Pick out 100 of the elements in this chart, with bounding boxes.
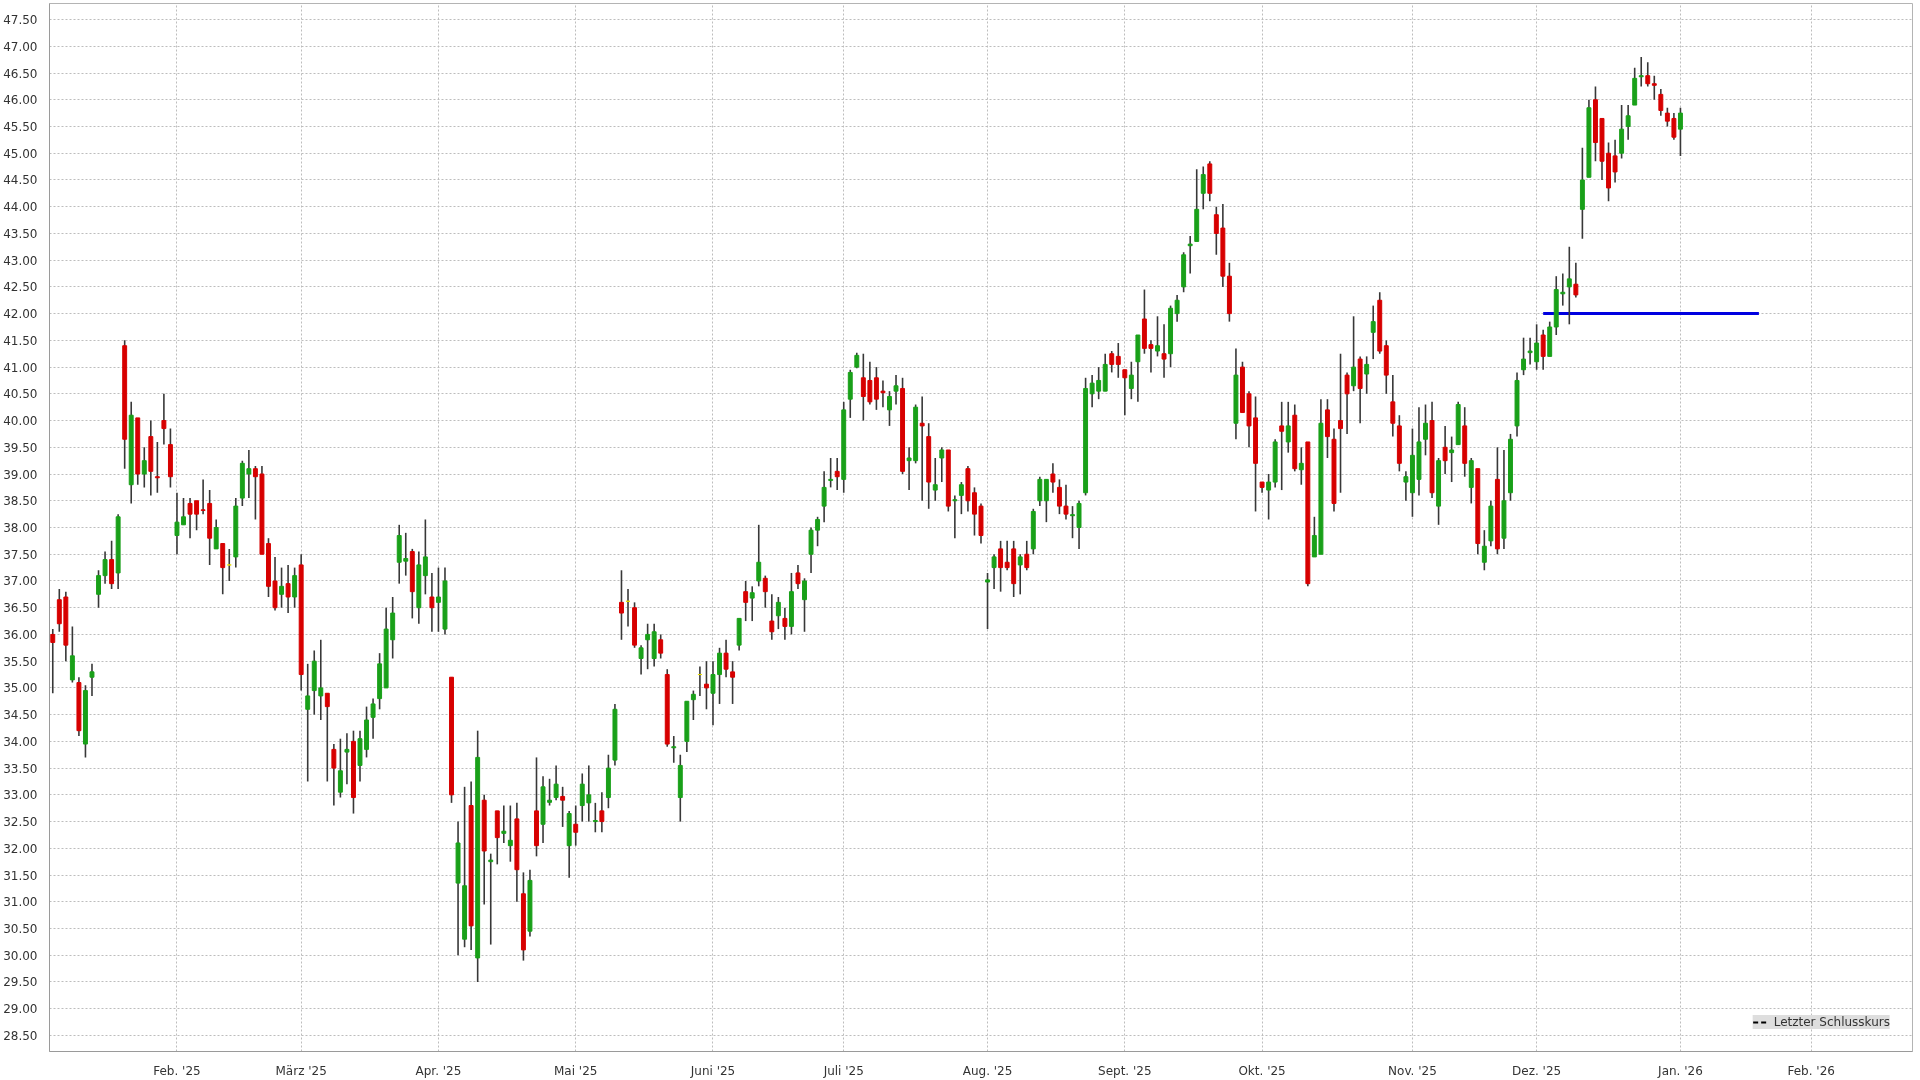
- candlestick: [1200, 165, 1206, 211]
- candlestick: [1109, 350, 1115, 374]
- candlestick: [337, 737, 343, 799]
- y-tick-label: 32.50: [3, 815, 38, 830]
- candlestick: [749, 585, 755, 622]
- candlestick: [828, 457, 834, 489]
- candlestick: [743, 580, 749, 622]
- candlestick: [795, 564, 801, 590]
- candlestick: [821, 470, 827, 523]
- candlestick: [1364, 355, 1370, 395]
- x-tick-label: Jan. '26: [1657, 1063, 1703, 1078]
- x-tick-label: Juli '25: [822, 1063, 864, 1078]
- candlestick: [619, 569, 624, 641]
- x-tick-label: Okt. '25: [1238, 1063, 1286, 1078]
- candlestick: [1638, 56, 1644, 88]
- candlestick: [1043, 478, 1049, 523]
- y-tick-label: 42.00: [3, 307, 38, 322]
- candlestick: [1050, 462, 1056, 494]
- candlestick: [1298, 446, 1304, 486]
- candlestick: [1390, 374, 1396, 438]
- candlestick: [1128, 360, 1134, 400]
- candlestick: [802, 577, 807, 633]
- candlestick: [1521, 336, 1527, 376]
- y-tick-label: 37.00: [3, 574, 38, 589]
- candlestick: [89, 663, 95, 697]
- candlestick: [1449, 435, 1455, 483]
- candlestick: [985, 572, 990, 630]
- candlestick: [1338, 352, 1343, 494]
- candlestick: [1187, 235, 1193, 275]
- candlestick: [553, 764, 559, 801]
- candlestick: [507, 804, 513, 863]
- y-tick-label: 44.50: [3, 173, 38, 188]
- candlestick: [429, 572, 435, 633]
- y-tick-label: 35.50: [3, 654, 38, 669]
- candlestick: [1037, 475, 1043, 507]
- candlestick: [213, 518, 219, 550]
- candlestick: [501, 804, 507, 844]
- candlestick: [1161, 323, 1167, 379]
- x-tick-label: Apr. '25: [415, 1063, 462, 1078]
- y-tick-label: 45.50: [3, 119, 38, 134]
- candlestick: [893, 374, 899, 406]
- y-tick-label: 39.00: [3, 467, 38, 482]
- candlestick: [599, 791, 605, 834]
- candlestick: [1279, 401, 1285, 491]
- candlestick: [756, 524, 762, 588]
- y-tick-label: 44.00: [3, 200, 38, 215]
- candlestick: [226, 548, 232, 582]
- x-tick-label: Feb. '26: [1787, 1063, 1835, 1078]
- y-tick-label: 46.00: [3, 93, 38, 108]
- candlestick: [1481, 529, 1487, 572]
- candlestick: [161, 393, 167, 446]
- candlestick: [690, 689, 696, 721]
- x-tick-label: Dez. '25: [1512, 1063, 1562, 1078]
- candlestick: [50, 628, 56, 695]
- y-tick-label: 47.00: [3, 39, 38, 54]
- candlestick: [671, 735, 677, 764]
- candlestick: [154, 441, 160, 494]
- candlestick: [775, 596, 781, 630]
- candlestick: [1423, 403, 1428, 457]
- candlestick: [1651, 74, 1657, 101]
- legend-label: Letzter Schlusskurs: [1773, 1015, 1890, 1029]
- candlestick: [762, 574, 768, 609]
- x-tick-label: Mai '25: [554, 1063, 598, 1078]
- candlestick: [645, 622, 651, 670]
- candlestick: [703, 660, 709, 711]
- candlestick: [1658, 88, 1664, 117]
- y-tick-label: 35.00: [3, 681, 38, 696]
- candlestick: [1344, 371, 1350, 435]
- y-tick-label: 31.50: [3, 868, 38, 883]
- candlestick: [1370, 304, 1376, 360]
- candlestick: [573, 804, 579, 847]
- candlestick: [998, 540, 1004, 593]
- candlestick: [324, 692, 330, 783]
- y-tick-label: 41.00: [3, 360, 38, 375]
- y-tick-label: 34.00: [3, 734, 38, 749]
- y-tick-label: 47.50: [3, 13, 38, 28]
- y-tick-label: 40.50: [3, 387, 38, 402]
- y-tick-label: 34.50: [3, 708, 38, 723]
- candlestick: [1573, 262, 1579, 299]
- y-tick-label: 37.50: [3, 547, 38, 562]
- y-tick-label: 28.50: [3, 1028, 38, 1043]
- candlestick: [932, 457, 938, 502]
- candlestick: [1024, 540, 1030, 572]
- x-tick-label: Aug. '25: [962, 1063, 1013, 1078]
- candlestick: [488, 852, 494, 946]
- candlestick: [370, 697, 376, 740]
- candlestick: [1351, 315, 1357, 392]
- y-tick-label: 40.00: [3, 414, 38, 429]
- candlestick: [1540, 328, 1546, 371]
- candlestick: [292, 566, 298, 609]
- candlestick: [991, 553, 997, 590]
- candlestick: [344, 732, 350, 785]
- candlestick: [730, 660, 736, 705]
- candlestick: [305, 663, 311, 783]
- candlestick: [769, 593, 775, 641]
- x-tick-label: Sept. '25: [1098, 1063, 1152, 1078]
- candlestick: [958, 481, 964, 515]
- candlestick: [1285, 401, 1291, 454]
- y-tick-label: 45.00: [3, 146, 38, 161]
- x-tick-label: Nov. '25: [1388, 1063, 1437, 1078]
